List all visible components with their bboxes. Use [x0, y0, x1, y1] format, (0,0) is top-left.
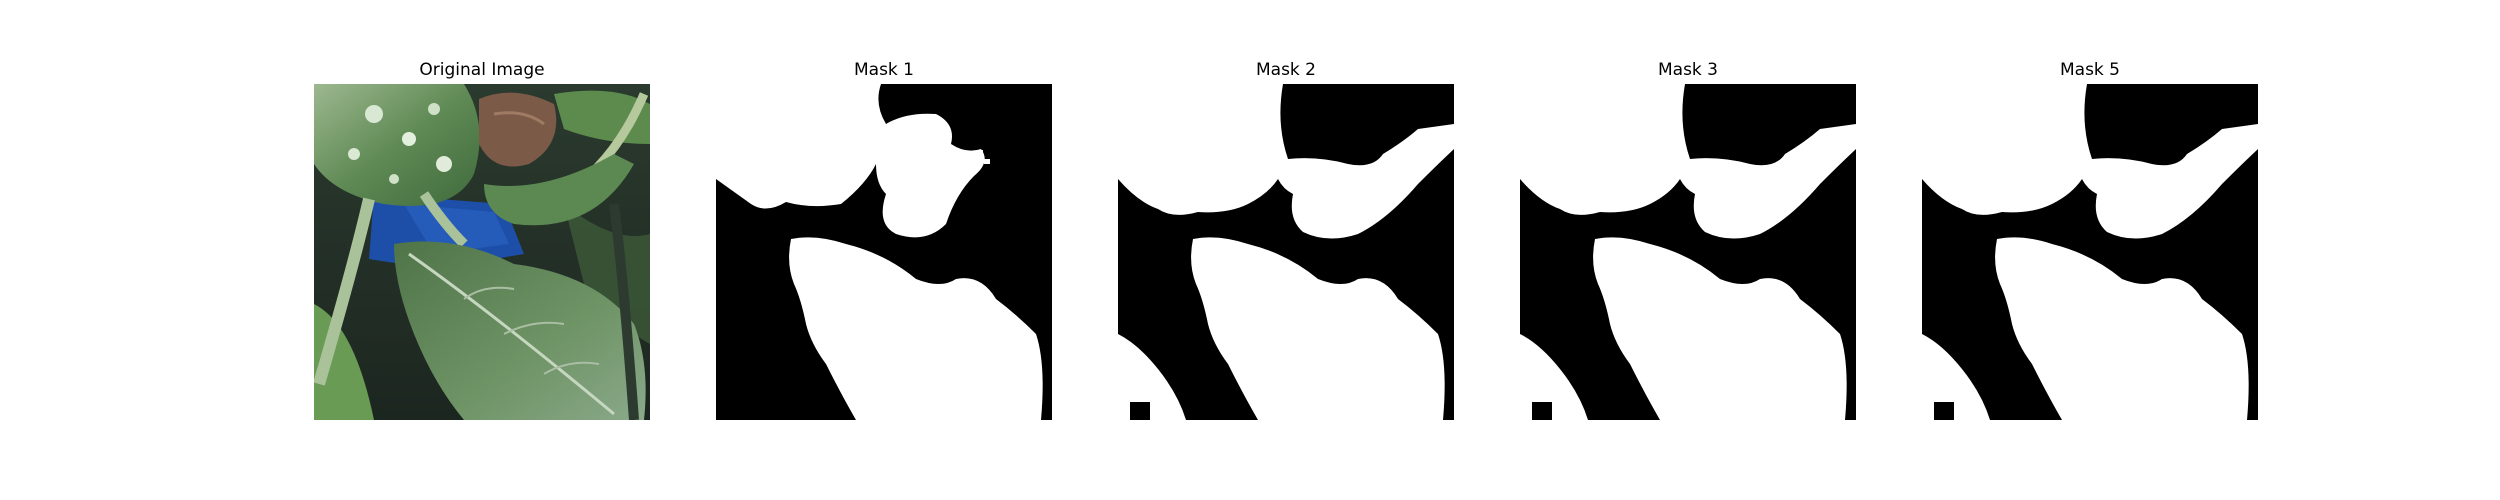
- mask-2-image: [1118, 84, 1454, 420]
- panel-title: Mask 3: [1657, 60, 1718, 80]
- mask-3-image: [1520, 84, 1856, 420]
- mask-1-image: [716, 84, 1052, 420]
- panel-title: Original Image: [419, 60, 545, 80]
- panel-title: Mask 1: [853, 60, 914, 80]
- panel-title: Mask 2: [1255, 60, 1316, 80]
- panel-title: Mask 5: [2059, 60, 2120, 80]
- mask-5-image: [1922, 84, 2258, 420]
- original-image: [314, 84, 650, 420]
